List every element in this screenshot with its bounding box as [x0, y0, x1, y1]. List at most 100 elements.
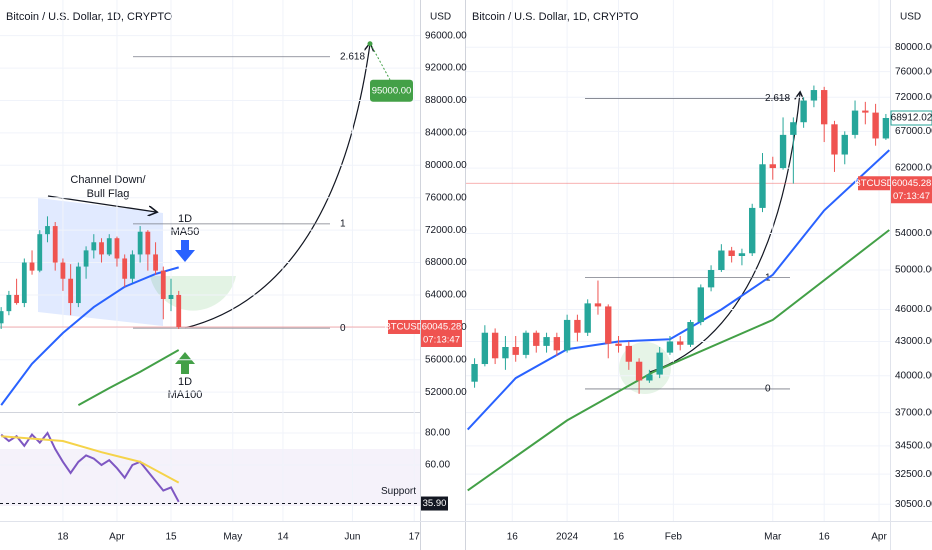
price-value: 60045.28	[422, 322, 462, 333]
y-tick-label: 32500.00	[895, 469, 932, 480]
candle-body	[594, 303, 602, 307]
channel-arrow	[47, 195, 156, 212]
target-label: 95000.00	[372, 85, 412, 96]
series-line	[1, 435, 180, 484]
y-tick-label: 80.00	[425, 428, 450, 439]
candle-body	[851, 110, 859, 135]
y-tick-label: 67000.00	[895, 126, 932, 137]
price-tag	[421, 319, 462, 347]
candle-body	[872, 112, 879, 139]
candle-body	[697, 287, 704, 323]
y-tick-label: 72000.00	[895, 92, 932, 103]
support-value: 35.90	[423, 498, 447, 509]
candle-body	[656, 352, 663, 375]
candle-body	[677, 341, 684, 345]
x-tick-label: Jun	[344, 532, 360, 543]
candle-body	[533, 332, 540, 346]
candle-body	[666, 341, 674, 353]
series-line	[0, 431, 180, 503]
y-tick-label: 60.00	[425, 460, 450, 471]
candle-body	[563, 319, 571, 351]
support-label: Support	[381, 486, 416, 497]
countdown: 07:13:47	[893, 191, 930, 202]
candle-body	[502, 347, 509, 359]
y-tick-label: 40000.00	[895, 370, 932, 381]
candle-body	[122, 258, 128, 279]
candle-body	[625, 345, 633, 362]
target-dot	[367, 41, 373, 47]
y-tick-label: 52000.00	[425, 387, 467, 398]
x-tick-label: Apr	[109, 532, 125, 543]
y-tick-label: 30500.00	[895, 499, 932, 510]
candle-body	[114, 238, 120, 259]
candle-body	[646, 374, 653, 381]
candle-body	[37, 234, 43, 271]
x-tick-label: 16	[819, 532, 831, 543]
candle-body	[21, 262, 27, 304]
currency: USD	[900, 12, 921, 23]
candle-body	[130, 254, 135, 279]
y-tick-label: 64000.00	[425, 290, 467, 301]
symbol-tag	[858, 176, 890, 191]
x-tick-label: Mar	[764, 532, 782, 543]
candle-body	[29, 262, 35, 271]
series-line	[467, 229, 890, 492]
fib-label: 2.618	[340, 51, 365, 62]
candle-body	[769, 164, 776, 169]
y-tick-label: 92000.00	[425, 63, 467, 74]
projection-curve	[184, 44, 370, 329]
candle-body	[168, 294, 174, 299]
y-tick-label: 54000.00	[895, 228, 932, 239]
x-tick-label: Apr	[871, 532, 887, 543]
x-tick-label: 18	[57, 532, 69, 543]
candle-body	[810, 90, 818, 101]
candle-body	[718, 250, 725, 271]
candle-body	[790, 122, 797, 135]
target-box	[370, 79, 413, 102]
y-tick-label: 37000.00	[895, 407, 932, 418]
annotation: MA100	[168, 389, 203, 401]
candle-body	[882, 117, 890, 139]
candle-body	[615, 343, 622, 346]
candle-body	[841, 134, 848, 155]
candle-body	[491, 332, 499, 359]
candle-body	[14, 294, 19, 304]
candle-body	[160, 270, 166, 299]
candle-body	[749, 207, 756, 254]
price-value: 60045.28	[892, 178, 932, 189]
y-tick-label: 50000.00	[895, 265, 932, 276]
candle-body	[831, 124, 838, 155]
fib-label: 2.618	[765, 93, 790, 104]
candle-body	[543, 337, 550, 346]
candle-body	[176, 294, 182, 327]
annotation: Bull Flag	[87, 188, 130, 200]
x-tick-label: Feb	[665, 532, 683, 543]
candle-body	[821, 90, 828, 125]
x-tick-label: 16	[613, 532, 625, 543]
series-line	[77, 349, 180, 406]
chart-title: Bitcoin / U.S. Dollar, 1D, CRYPTO	[472, 11, 639, 23]
arrow-up	[175, 352, 195, 374]
symbol-tag	[388, 319, 420, 334]
candle-body	[728, 250, 735, 256]
y-tick-label: 68000.00	[425, 257, 467, 268]
y-tick-label: 34500.00	[895, 440, 932, 451]
symbol-label: BTCUSD	[854, 178, 893, 189]
annotation: Channel Down/	[70, 174, 146, 186]
chart-title: Bitcoin / U.S. Dollar, 1D, CRYPTO	[6, 11, 173, 23]
y-tick-label: 80000.00	[895, 42, 932, 53]
y-tick-label: 56000.00	[425, 354, 467, 365]
candle-body	[153, 254, 158, 271]
y-tick-label: 76000.00	[895, 66, 932, 77]
candle-body	[512, 347, 519, 355]
candle-body	[0, 311, 4, 324]
candle-body	[45, 226, 50, 235]
current-tag	[890, 110, 932, 126]
candle-body	[738, 253, 746, 256]
y-tick-label: 88000.00	[425, 95, 467, 106]
candle-body	[687, 322, 694, 345]
candle-body	[145, 231, 151, 255]
projection-curve	[649, 93, 800, 373]
rsi-band	[0, 449, 420, 506]
candle-body	[99, 242, 104, 255]
